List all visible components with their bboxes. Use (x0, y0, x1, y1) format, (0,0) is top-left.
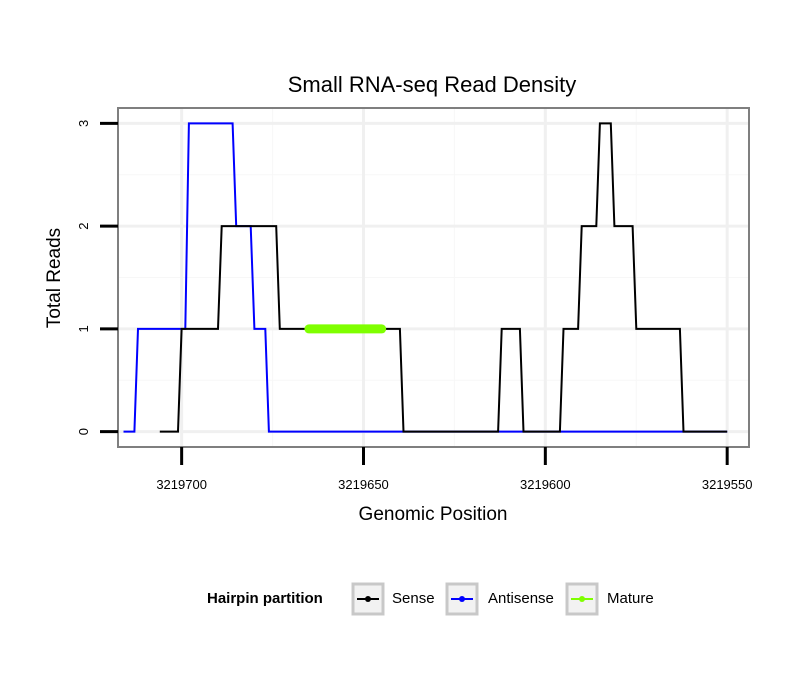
y-axis-title: Total Reads (44, 228, 65, 328)
legend-label-antisense: Antisense (488, 590, 554, 607)
y-tick-label: 2 (76, 222, 91, 229)
plot-panel (117, 107, 750, 448)
series-sense (159, 122, 728, 433)
legend-label-mature: Mature (607, 590, 654, 607)
legend: Hairpin partition Sense Antisense Mature (207, 582, 654, 616)
y-axis: 0 1 2 3 (76, 120, 118, 435)
x-axis: 3219700 3219650 3219600 3219550 (156, 447, 752, 492)
chart-title: Small RNA-seq Read Density (288, 72, 577, 97)
x-tick-label: 3219600 (520, 477, 571, 492)
legend-label-sense: Sense (392, 590, 435, 607)
x-tick-label: 3219550 (702, 477, 753, 492)
series-antisense (123, 122, 728, 433)
y-tick-label: 1 (76, 325, 91, 332)
legend-item-antisense: Antisense (445, 582, 554, 616)
series-layer (123, 122, 728, 433)
legend-key-mature (565, 582, 599, 616)
legend-item-mature: Mature (565, 582, 654, 616)
legend-dot-antisense (459, 596, 465, 602)
x-tick-label: 3219650 (338, 477, 389, 492)
legend-item-sense: Sense (351, 582, 435, 616)
legend-title: Hairpin partition (207, 590, 323, 607)
y-tick-label: 3 (76, 120, 91, 127)
plot-border (117, 107, 750, 448)
x-tick-label: 3219700 (156, 477, 207, 492)
y-tick-label: 0 (76, 428, 91, 435)
legend-dot-mature (579, 596, 585, 602)
legend-dot-sense (365, 596, 371, 602)
x-axis-title: Genomic Position (359, 504, 508, 525)
